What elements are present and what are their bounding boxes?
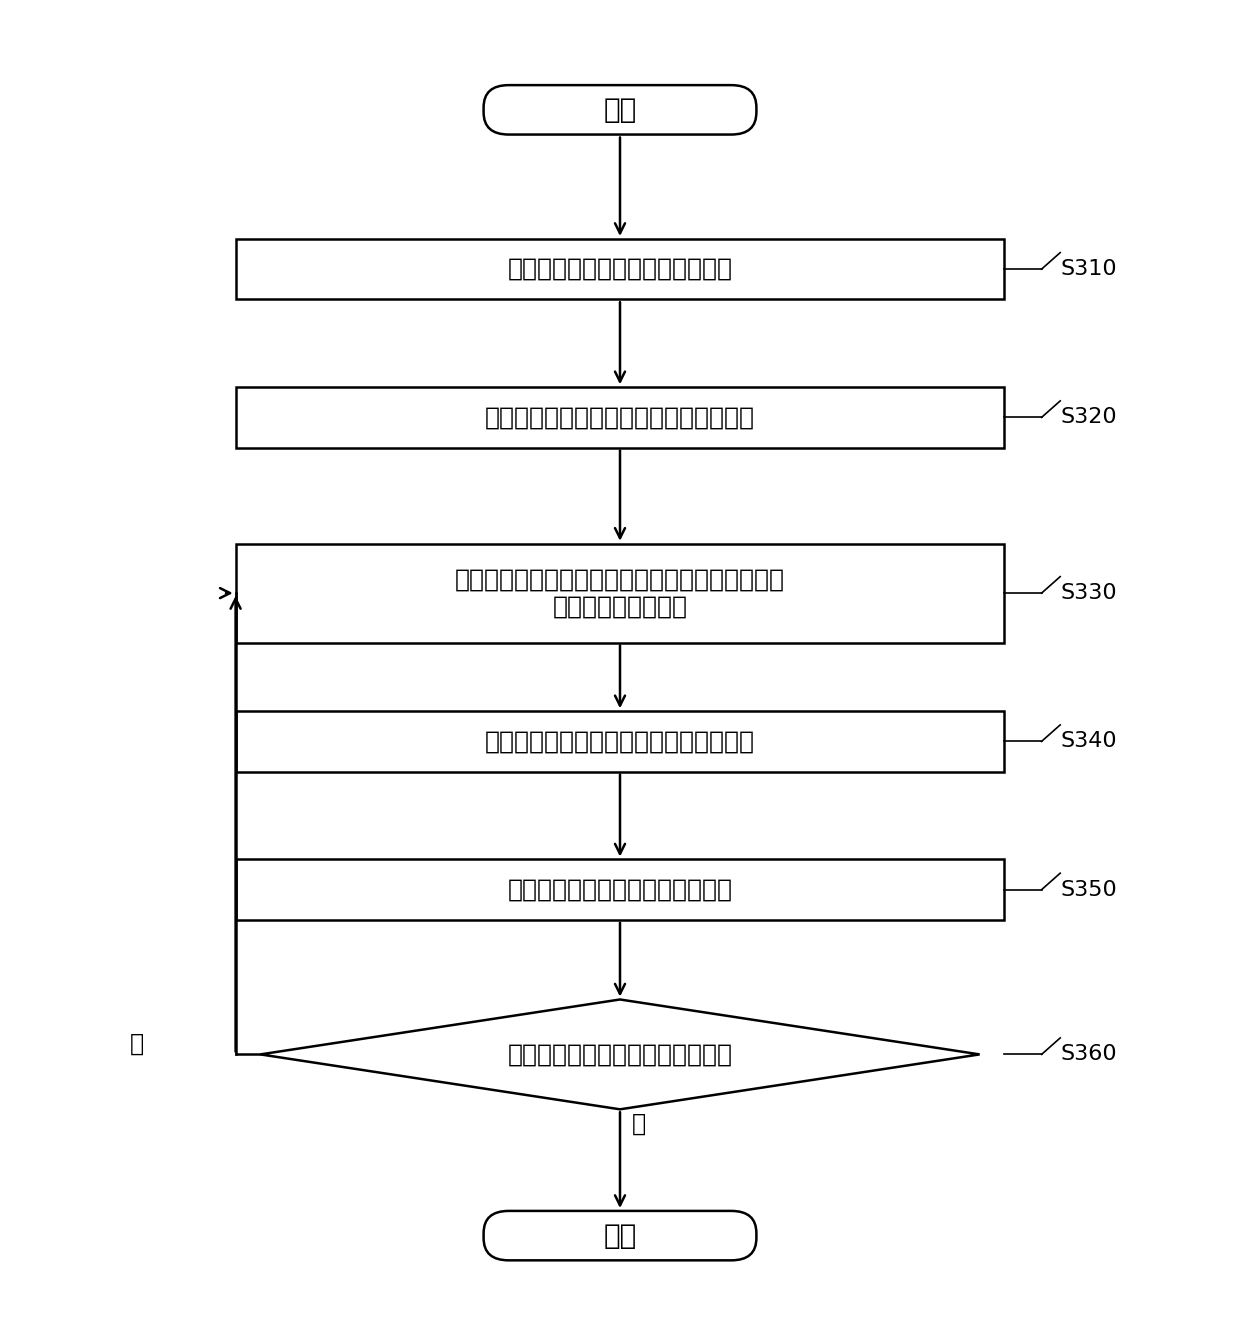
Polygon shape [260, 999, 980, 1110]
Text: S360: S360 [1060, 1044, 1117, 1065]
Text: 接收调机后加工刀具的尺寸测量值: 接收调机后加工刀具的尺寸测量值 [507, 878, 733, 902]
Bar [236, 712, 1004, 771]
Text: S330: S330 [1060, 583, 1117, 604]
Text: 是: 是 [631, 1111, 646, 1136]
Text: 收集刀具加工装置的历史调机数据: 收集刀具加工装置的历史调机数据 [507, 257, 733, 281]
Text: S320: S320 [1060, 407, 1117, 427]
Bar [236, 239, 1004, 299]
Text: S350: S350 [1060, 879, 1117, 900]
Text: 依据尺寸测量值判断刀具是否合格: 依据尺寸测量值判断刀具是否合格 [507, 1043, 733, 1066]
Text: 将需补偿的加工参数发送至刀具加工装置: 将需补偿的加工参数发送至刀具加工装置 [485, 729, 755, 754]
Text: 否: 否 [129, 1032, 144, 1056]
Text: S310: S310 [1060, 260, 1117, 279]
Text: 开始: 开始 [604, 96, 636, 124]
Text: 对历史调机数据进行分析，建立调机模型: 对历史调机数据进行分析，建立调机模型 [485, 406, 755, 430]
Bar [236, 859, 1004, 920]
Text: 依据目标刀具的信息及加工参数，通过调机模型计
算需补偿的加工参数: 依据目标刀具的信息及加工参数，通过调机模型计 算需补偿的加工参数 [455, 567, 785, 619]
Text: 结束: 结束 [604, 1222, 636, 1249]
FancyBboxPatch shape [484, 1211, 756, 1260]
Text: S340: S340 [1060, 731, 1117, 751]
Bar [236, 387, 1004, 448]
Bar [236, 543, 1004, 642]
FancyBboxPatch shape [484, 86, 756, 134]
